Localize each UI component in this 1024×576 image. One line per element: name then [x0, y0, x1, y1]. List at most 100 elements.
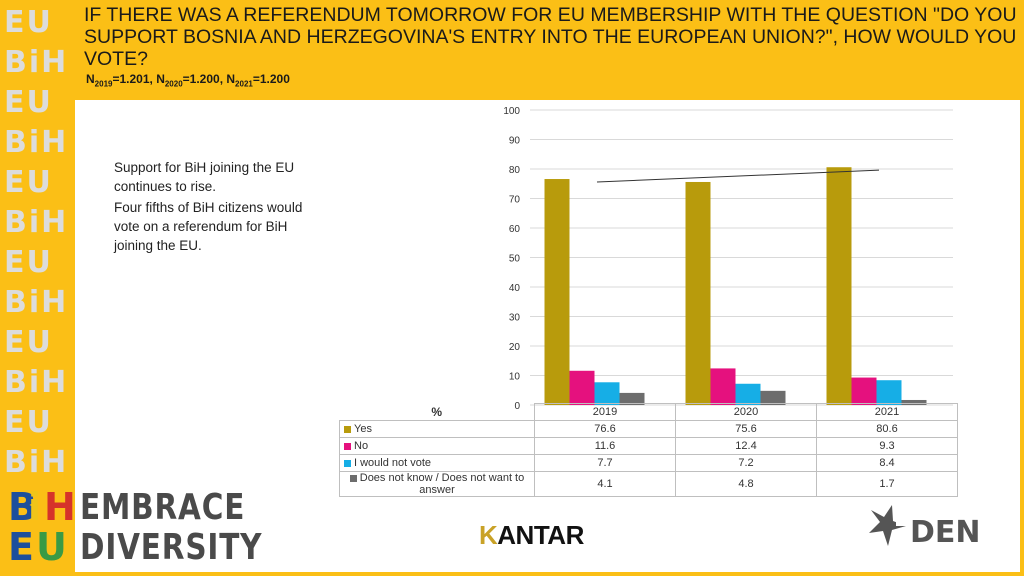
- y-tick-label: 90: [509, 136, 521, 147]
- bieu-letter: B: [8, 485, 37, 529]
- data-label: 4.1: [534, 471, 676, 497]
- bar-does-not-know-does-not-want-to-answer: [901, 399, 927, 405]
- bar-yes: [826, 167, 852, 405]
- category-label: 2021: [816, 403, 958, 421]
- series-name: Does not know / Does not want to answer: [359, 472, 525, 496]
- series-name: Yes: [354, 423, 372, 435]
- bar-i-would-not-vote: [594, 382, 620, 405]
- pattern-row: BiH: [4, 204, 70, 240]
- table-row: I would not vote 7.7 7.2 8.4: [339, 454, 958, 472]
- legend-entry: I would not vote: [339, 454, 535, 472]
- pattern-letters: EU: [4, 84, 53, 120]
- unit-label: %: [431, 404, 443, 419]
- embrace-word: EMBRACE: [80, 487, 246, 528]
- pattern-row: EU: [4, 84, 70, 120]
- pattern-letters: EU: [4, 324, 53, 360]
- bieu-letter: H: [44, 485, 76, 529]
- data-label: 7.2: [675, 454, 817, 472]
- data-label: 76.6: [534, 420, 676, 438]
- den-wordmark: DEN: [910, 515, 981, 550]
- data-label: 11.6: [534, 437, 676, 455]
- category-label: 2020: [675, 403, 817, 421]
- summary-text: Support for BiH joining the EU continues…: [114, 158, 329, 257]
- right-yellow-border: [1020, 0, 1024, 576]
- bar-yes: [544, 179, 570, 405]
- pattern-letters: EU: [4, 4, 53, 40]
- legend-entry: Yes: [339, 420, 535, 438]
- pattern-letters: BiH: [4, 44, 69, 80]
- data-label: 8.4: [816, 454, 958, 472]
- legend-swatch: [349, 474, 357, 482]
- y-tick-label: 70: [509, 195, 521, 206]
- y-tick-label: 0: [514, 401, 520, 410]
- pattern-row: EU: [4, 244, 70, 280]
- pattern-row: BiH: [4, 284, 70, 320]
- den-logo: DEN: [869, 505, 981, 550]
- data-label: 75.6: [675, 420, 817, 438]
- pattern-row: BiH: [4, 444, 70, 480]
- bar-no: [851, 377, 877, 405]
- summary-line-2: Four fifths of BiH citizens would vote o…: [114, 200, 303, 253]
- y-tick-label: 20: [509, 342, 521, 353]
- left-yellow-band: [0, 0, 75, 576]
- data-label: 9.3: [816, 437, 958, 455]
- pattern-row: BiH: [4, 124, 70, 160]
- kantar-logo: KANTAR: [479, 520, 584, 550]
- category-label: 2019: [534, 403, 676, 421]
- y-tick-label: 40: [509, 283, 521, 294]
- summary-line-1: Support for BiH joining the EU continues…: [114, 160, 295, 194]
- bar-i-would-not-vote: [735, 383, 761, 405]
- star-icon: [869, 505, 906, 546]
- bar-no: [710, 368, 736, 405]
- embrace-diversity-logo: EMBRACE DIVERSITY: [80, 488, 262, 568]
- data-label: 1.7: [816, 471, 958, 497]
- bar-yes: [685, 181, 711, 405]
- y-tick-label: 80: [509, 165, 521, 176]
- pattern-letters: BiH: [4, 124, 69, 160]
- legend-swatch: [344, 442, 351, 450]
- data-label: 4.8: [675, 471, 817, 497]
- bottom-yellow-border: [0, 572, 1024, 576]
- pattern-letters: BiH: [4, 204, 69, 240]
- y-tick-label: 50: [509, 254, 521, 265]
- pattern-row: BiH: [4, 364, 70, 400]
- pattern-letters: EU: [4, 164, 53, 200]
- slide-title: If there was a referendum tomorrow for E…: [84, 4, 1017, 70]
- legend-entry: No: [339, 437, 535, 455]
- pattern-letters: BiH: [4, 284, 69, 320]
- pattern-row: BiH: [4, 44, 70, 80]
- pattern-row: EU: [4, 404, 70, 440]
- chart-data-table: % 2019 2020 2021 Yes 76.6 75.6 80.6 No 11.6 12.4 9…: [339, 403, 958, 497]
- table-row: No 11.6 12.4 9.3: [339, 437, 958, 455]
- bar-no: [569, 370, 595, 405]
- table-row: Yes 76.6 75.6 80.6: [339, 420, 958, 438]
- series-name: I would not vote: [354, 457, 432, 469]
- pattern-letters: EU: [4, 244, 53, 280]
- header-band: [75, 0, 1024, 100]
- pattern-letters: BiH: [4, 364, 69, 400]
- pattern-row: EU: [4, 164, 70, 200]
- diversity-word: DIVERSITY: [80, 527, 263, 568]
- trendline: [596, 169, 880, 183]
- bar-does-not-know-does-not-want-to-answer: [619, 392, 645, 405]
- pattern-letters: BiH: [4, 444, 69, 480]
- y-tick-label: 30: [509, 313, 521, 324]
- pattern-row: EU: [4, 4, 70, 40]
- legend-swatch: [344, 425, 351, 433]
- bieu-letter: U: [36, 525, 67, 569]
- table-row: Does not know / Does not want to answer 4…: [339, 471, 958, 497]
- eu-bih-letter-pattern: EU BiH EU BiH EU BiH EU BiH EU BiH EU BiH: [4, 4, 70, 484]
- y-tick-label: 10: [509, 372, 521, 383]
- legend-entry: Does not know / Does not want to answer: [339, 471, 535, 497]
- bieu-letter: i: [28, 485, 42, 529]
- y-tick-label: 100: [503, 106, 520, 117]
- bieu-letter: E: [8, 525, 34, 569]
- bar-chart: 0 10 20 30 40 50 60 70 80 90 100: [503, 106, 953, 410]
- bar-does-not-know-does-not-want-to-answer: [760, 390, 786, 405]
- pattern-row: EU: [4, 324, 70, 360]
- series-name: No: [354, 440, 369, 452]
- data-label: 12.4: [675, 437, 817, 455]
- bar-i-would-not-vote: [876, 380, 902, 405]
- data-label: 7.7: [534, 454, 676, 472]
